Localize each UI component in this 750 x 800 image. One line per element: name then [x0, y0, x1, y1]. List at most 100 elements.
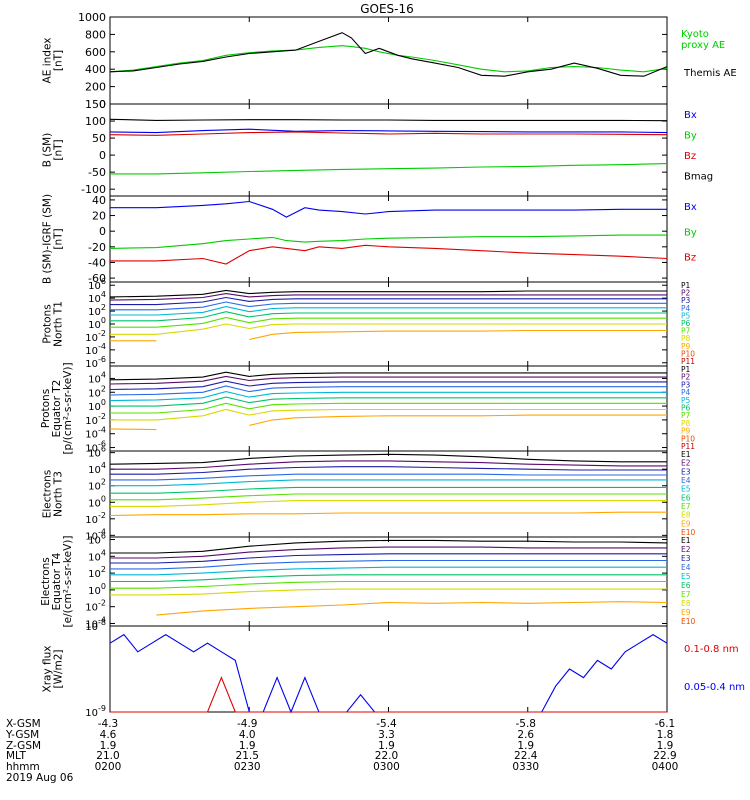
y-axis-label: [nT]	[53, 139, 65, 160]
y-tick-label: 10-8	[85, 618, 106, 633]
y-tick-label: 104	[88, 370, 106, 385]
y-tick-label: 106	[88, 532, 106, 547]
x-row-label: Y-GSM	[5, 729, 39, 741]
y-tick-label: 106	[88, 445, 106, 460]
panel-bigrf: 40 20 0 -20 -40 -60 B (SM)-IGRF (SM) [nT] Bx By Bz	[42, 194, 697, 285]
x-tick-value: -5.4	[376, 718, 397, 730]
series-line-bx	[110, 200, 667, 218]
series-line-e1	[110, 539, 668, 554]
y-tick-label: 106	[88, 277, 106, 292]
y-tick-label: 100	[85, 115, 106, 128]
legend-item: P10	[681, 349, 695, 358]
series-line-e3	[110, 466, 667, 475]
series-line-bz	[110, 244, 668, 265]
legend-item: P11	[681, 357, 695, 366]
legend-item: E7	[681, 590, 691, 599]
legend-item: E7	[681, 502, 691, 511]
legend-item: P3	[681, 380, 691, 389]
y-tick-label: 0	[99, 225, 106, 238]
x-tick-value: 3.3	[378, 729, 395, 741]
panel-bsm: 150 100 50 0 -50 -100 B (SM) [nT] Bx By Bz Bmag	[42, 98, 713, 197]
series-line-by	[109, 234, 667, 249]
y-axis-label: Protons	[40, 389, 52, 428]
series-line-bmag	[109, 118, 668, 122]
y-tick-label: 10-4	[85, 426, 106, 441]
series-line-p7	[110, 402, 667, 414]
x-tick-value: 0330	[512, 761, 539, 773]
y-axis-label: B (SM)	[42, 133, 54, 167]
legend-item: P11	[681, 442, 695, 451]
legend-item: P5	[681, 311, 691, 320]
panel-frame	[109, 16, 668, 105]
y-tick-label: 10-9	[85, 704, 106, 719]
legend-item: P2	[681, 373, 691, 382]
legend-item: P10	[681, 434, 695, 443]
legend-item: E10	[681, 528, 696, 537]
y-tick-label: 100	[88, 494, 106, 509]
y-tick-label: 104	[88, 461, 106, 476]
panel-frame	[109, 195, 668, 283]
panel-xray: 10-8 10-9 Xray flux [W/m2] 0.1-0.8 nm 0.05-0.…	[42, 618, 746, 719]
x-tick-value: 21.0	[96, 750, 119, 762]
y-tick-label: 800	[85, 28, 106, 41]
series-line-e4	[110, 559, 667, 570]
x-row-label: 2019 Aug 06	[6, 772, 74, 784]
legend-item: Kyoto	[681, 29, 709, 40]
y-tick-label: 50	[92, 132, 106, 145]
x-row-label: X-GSM	[6, 718, 41, 730]
legend-item: P1	[681, 365, 691, 374]
series-line-by	[110, 163, 668, 175]
x-tick-value: 4.0	[239, 729, 256, 741]
y-tick-label: -50	[88, 166, 106, 179]
legend-item: E5	[681, 572, 691, 581]
y-tick-label: 100	[88, 316, 106, 331]
series-line-themis-ae	[109, 32, 668, 77]
y-tick-label: 10-2	[85, 412, 106, 427]
y-tick-label: 20	[92, 210, 106, 223]
y-axis-label: Protons	[42, 304, 54, 343]
panel-frame	[109, 625, 668, 713]
legend-item: E8	[681, 511, 691, 520]
y-tick-label: 10-6	[85, 355, 106, 370]
legend-item: P6	[681, 404, 691, 413]
x-tick-value: 21.5	[236, 750, 259, 762]
series-line-e9	[156, 601, 668, 616]
y-tick-label: 102	[88, 384, 106, 399]
x-tick-value: -4.9	[237, 718, 258, 730]
legend-item: P7	[681, 411, 691, 420]
y-tick-label: 10-4	[85, 527, 106, 542]
x-tick-value: 1.9	[100, 740, 117, 752]
y-axis-label: [nT]	[53, 50, 65, 71]
y-tick-label: 102	[88, 303, 106, 318]
series-line-p1	[109, 371, 667, 381]
legend-item: 0.05-0.4 nm	[684, 682, 745, 693]
legend-item: P8	[681, 419, 691, 428]
series-line-p8	[110, 408, 667, 421]
legend-item: Bx	[684, 110, 697, 121]
series-line-p7	[110, 316, 667, 328]
legend-item: E3	[681, 467, 691, 476]
legend-item: E9	[681, 519, 691, 528]
legend-item: Bmag	[684, 172, 713, 183]
y-tick-label: -60	[88, 272, 106, 285]
legend-item: E8	[681, 599, 691, 608]
series-line-e4	[110, 473, 667, 481]
legend-item: P1	[681, 281, 691, 290]
legend-item: E3	[681, 554, 691, 563]
series-line-e6	[110, 486, 667, 494]
legend-item: E6	[681, 581, 691, 590]
series-line-e5	[110, 479, 667, 487]
series-line-e1	[109, 453, 667, 465]
legend-item: P4	[681, 304, 691, 313]
series-line-e3	[110, 553, 667, 564]
x-tick-value: 22.0	[375, 750, 398, 762]
y-tick-label: 10-2	[85, 511, 106, 526]
y-axis-label: Equator T4	[51, 552, 63, 610]
x-tick-value: 1.8	[657, 729, 674, 741]
series-line-p9	[109, 414, 667, 431]
series-line-e2	[110, 546, 667, 559]
x-tick-value: 22.4	[514, 750, 538, 762]
x-row-label: hhmm	[6, 761, 40, 773]
